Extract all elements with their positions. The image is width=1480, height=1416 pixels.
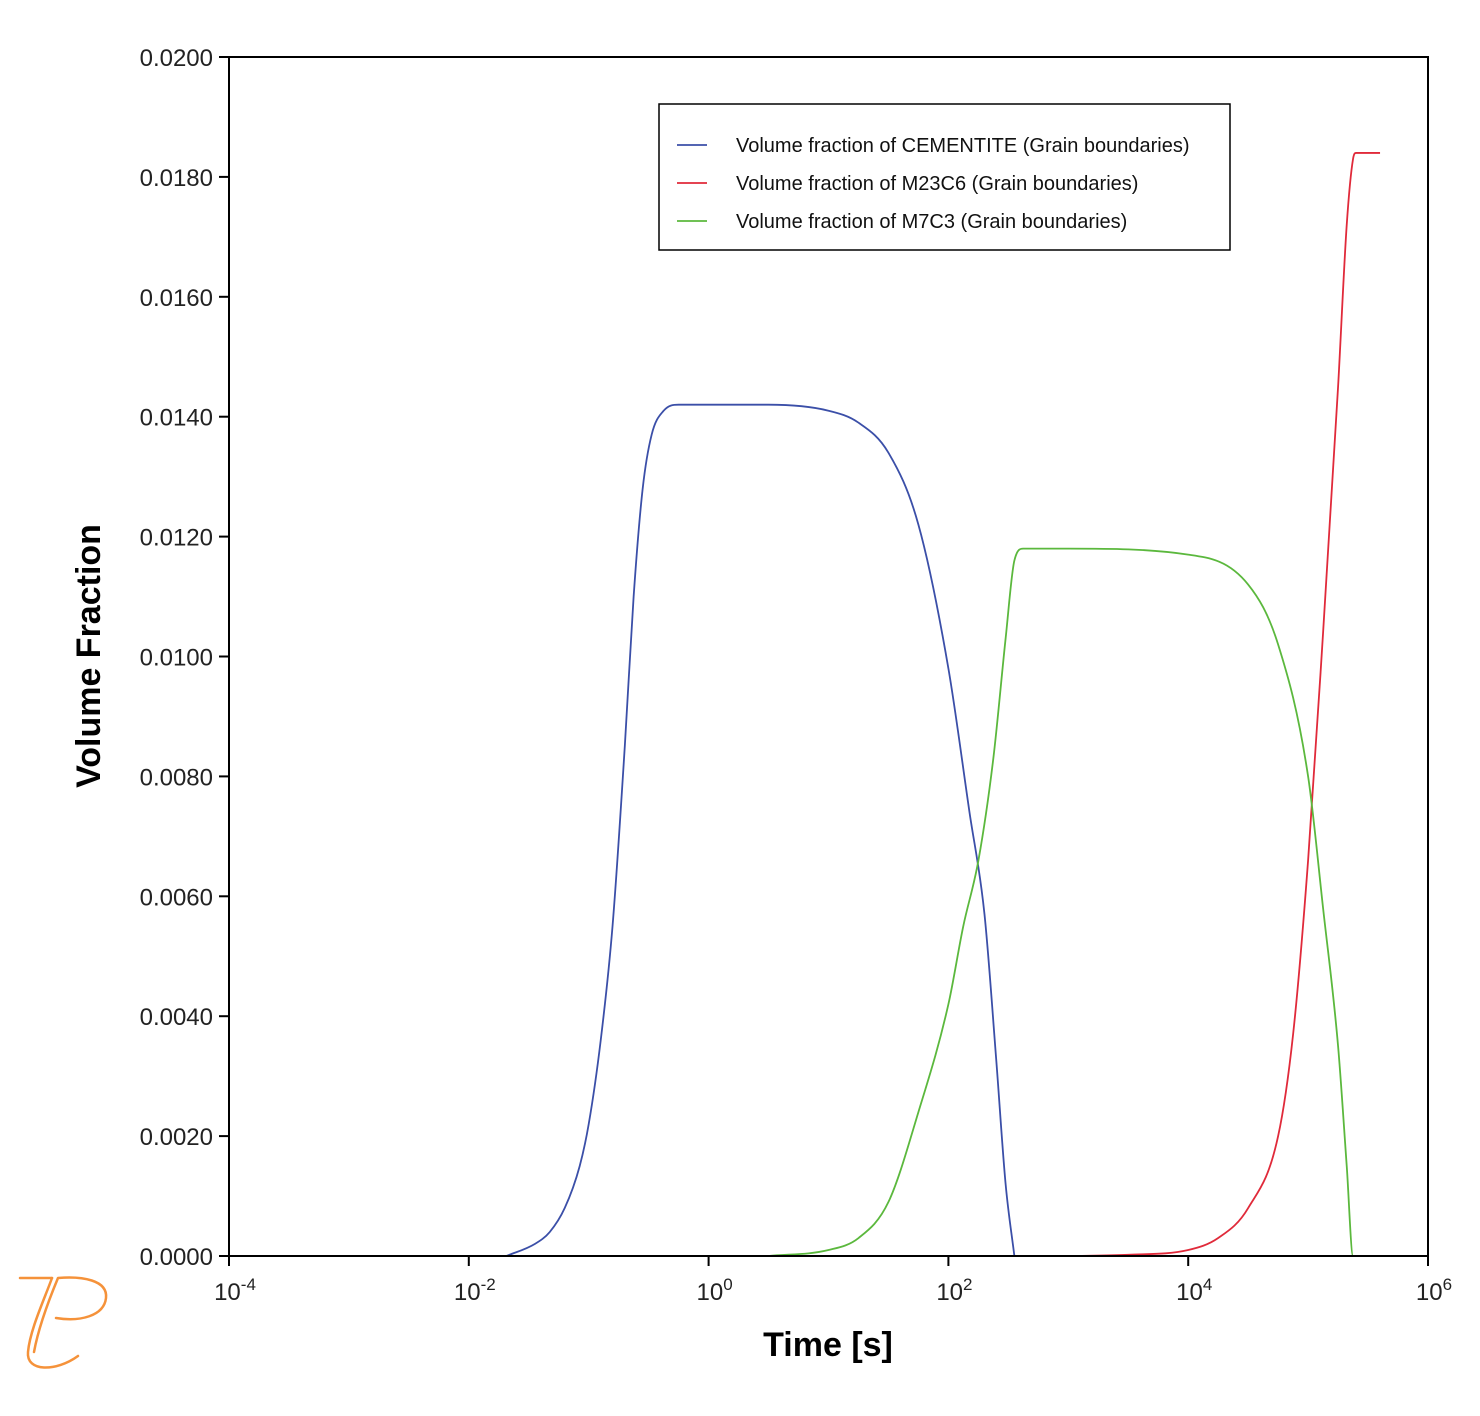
- y-tick-label: 0.0160: [140, 285, 213, 312]
- y-tick-label: 0.0020: [140, 1124, 213, 1151]
- y-tick-label: 0.0180: [140, 165, 213, 192]
- x-tick-label: 106: [1416, 1275, 1452, 1306]
- x-tick-label: 102: [936, 1275, 972, 1306]
- thermo-calc-logo: [18, 1276, 108, 1369]
- x-axis: 10-4 10-2 100 102 104 106: [214, 1256, 1452, 1306]
- y-tick-label: 0.0100: [140, 645, 213, 672]
- y-tick-label: 0.0140: [140, 405, 213, 432]
- series-line-3: [768, 547, 1381, 1257]
- y-tick-label: 0.0120: [140, 525, 213, 552]
- legend: Volume fraction of CEMENTITE (Grain boun…: [658, 103, 1231, 251]
- legend-label-1: Volume fraction of CEMENTITE (Grain boun…: [736, 135, 1190, 157]
- series-line-1: [506, 403, 1016, 1257]
- legend-label-3: Volume fraction of M7C3 (Grain boundarie…: [736, 211, 1127, 233]
- y-tick-label: 0.0080: [140, 764, 213, 791]
- y-tick-label: 0.0060: [140, 884, 213, 911]
- series-layer: [506, 152, 1381, 1257]
- x-tick-label: 104: [1176, 1275, 1212, 1306]
- y-axis-title: Volume Fraction: [70, 524, 108, 788]
- x-axis-title: Time [s]: [763, 1326, 893, 1364]
- y-tick-label: 0.0000: [140, 1244, 213, 1271]
- x-tick-label: 100: [697, 1275, 733, 1306]
- legend-box: [658, 103, 1231, 251]
- series-line-2: [1068, 152, 1381, 1257]
- x-tick-label: 10-4: [214, 1275, 256, 1306]
- y-axis: 0.0000 0.0020 0.0040 0.0060 0.0080 0.0100 0.01…: [140, 45, 229, 1271]
- y-tick-label: 0.0040: [140, 1004, 213, 1031]
- x-tick-label: 10-2: [454, 1275, 496, 1306]
- legend-label-2: Volume fraction of M23C6 (Grain boundari…: [736, 173, 1138, 195]
- y-tick-label: 0.0200: [140, 45, 213, 72]
